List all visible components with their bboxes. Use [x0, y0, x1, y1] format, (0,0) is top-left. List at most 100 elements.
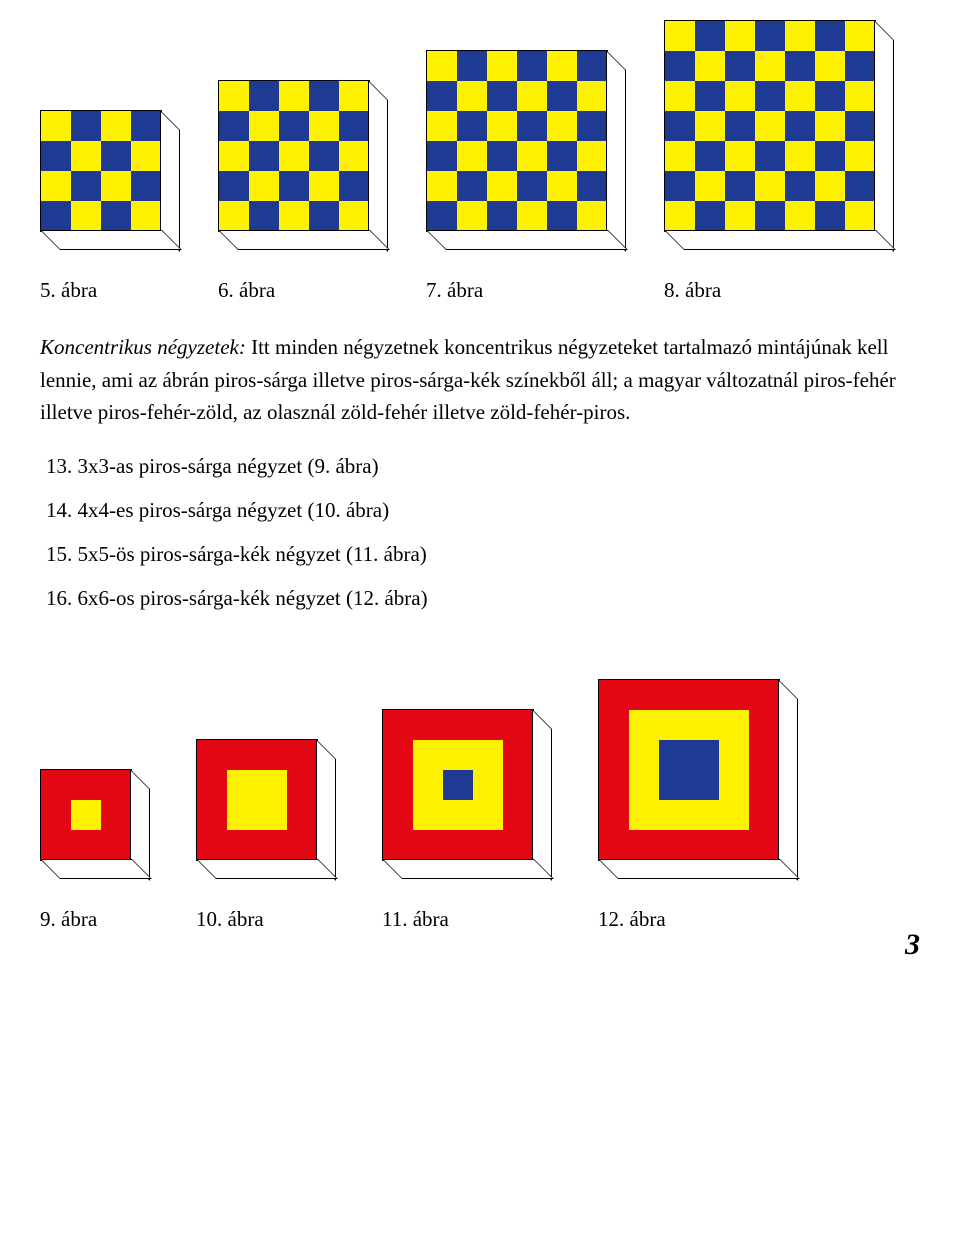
- cell: [131, 201, 161, 231]
- cell: [219, 171, 249, 201]
- cell: [725, 81, 755, 111]
- figure-caption: 6. ábra: [218, 278, 275, 303]
- cell: [487, 51, 517, 81]
- description-paragraph: Koncentrikus négyzetek: Itt minden négyz…: [40, 331, 920, 429]
- cell: [487, 141, 517, 171]
- concentric-cube-3: [40, 769, 148, 877]
- cell: [577, 201, 607, 231]
- cell: [577, 111, 607, 141]
- cell: [577, 141, 607, 171]
- cell: [309, 171, 339, 201]
- cell: [665, 111, 695, 141]
- cell: [547, 141, 577, 171]
- list-item: 14. 4x4-es piros-sárga négyzet (10. ábra…: [46, 489, 920, 531]
- checkerboard-row: 5. ábra6. ábra7. ábra8. ábra: [40, 20, 920, 303]
- cell: [815, 201, 845, 231]
- cell: [845, 81, 875, 111]
- checkerboard-cube-6: [426, 50, 624, 248]
- cell: [457, 171, 487, 201]
- cell: [725, 201, 755, 231]
- cell: [785, 141, 815, 171]
- cell: [339, 201, 369, 231]
- cell: [219, 201, 249, 231]
- cell: [755, 21, 785, 51]
- cell: [665, 141, 695, 171]
- cell: [71, 201, 101, 231]
- cell: [845, 171, 875, 201]
- cell: [577, 51, 607, 81]
- cell: [487, 111, 517, 141]
- cell: [427, 111, 457, 141]
- cell: [725, 51, 755, 81]
- cell: [665, 81, 695, 111]
- checkerboard-4: [40, 110, 162, 232]
- paragraph-lead: Koncentrikus négyzetek:: [40, 335, 246, 359]
- cell: [815, 111, 845, 141]
- concentric-square-4: [196, 739, 318, 861]
- cell: [427, 141, 457, 171]
- cell: [101, 171, 131, 201]
- concentric-cube-6: [598, 679, 796, 877]
- concentric-ring: [659, 740, 719, 800]
- cell: [815, 21, 845, 51]
- cell: [785, 171, 815, 201]
- cell: [71, 171, 101, 201]
- figure-caption: 10. ábra: [196, 907, 264, 932]
- cell: [517, 171, 547, 201]
- cell: [755, 81, 785, 111]
- cell: [845, 51, 875, 81]
- figure-caption: 12. ábra: [598, 907, 666, 932]
- cell: [725, 21, 755, 51]
- cell: [725, 171, 755, 201]
- cell: [815, 81, 845, 111]
- cell: [785, 201, 815, 231]
- cell: [547, 51, 577, 81]
- cell: [457, 201, 487, 231]
- figure-caption: 8. ábra: [664, 278, 721, 303]
- cell: [219, 81, 249, 111]
- cell: [101, 201, 131, 231]
- cell: [845, 21, 875, 51]
- concentric-square-6: [598, 679, 780, 861]
- list-item-number: 13.: [46, 454, 72, 478]
- cell: [249, 111, 279, 141]
- cell: [785, 51, 815, 81]
- cell: [457, 81, 487, 111]
- cell: [845, 201, 875, 231]
- list-item-text: 6x6-os piros-sárga-kék négyzet (12. ábra…: [72, 586, 427, 610]
- cell: [665, 21, 695, 51]
- cell: [695, 51, 725, 81]
- cell: [665, 171, 695, 201]
- cell: [101, 141, 131, 171]
- cell: [665, 51, 695, 81]
- cell: [71, 141, 101, 171]
- cell: [517, 51, 547, 81]
- cell: [131, 141, 161, 171]
- cell: [279, 171, 309, 201]
- cell: [487, 201, 517, 231]
- cell: [695, 201, 725, 231]
- cell: [845, 141, 875, 171]
- cell: [755, 201, 785, 231]
- cell: [219, 111, 249, 141]
- checkerboard-cube-4: [40, 110, 178, 248]
- cell: [577, 171, 607, 201]
- cell: [845, 111, 875, 141]
- cell: [785, 111, 815, 141]
- figure-caption: 9. ábra: [40, 907, 97, 932]
- cell: [547, 81, 577, 111]
- cell: [249, 81, 279, 111]
- cell: [71, 111, 101, 141]
- cell: [279, 141, 309, 171]
- concentric-square-3: [40, 769, 132, 861]
- cell: [339, 111, 369, 141]
- concentric-square-5: [382, 709, 534, 861]
- cell: [249, 141, 279, 171]
- cell: [279, 201, 309, 231]
- list-item-number: 15.: [46, 542, 72, 566]
- concentric-ring: [71, 800, 101, 830]
- cell: [41, 141, 71, 171]
- cell: [695, 141, 725, 171]
- cell: [695, 171, 725, 201]
- list-item-number: 16.: [46, 586, 72, 610]
